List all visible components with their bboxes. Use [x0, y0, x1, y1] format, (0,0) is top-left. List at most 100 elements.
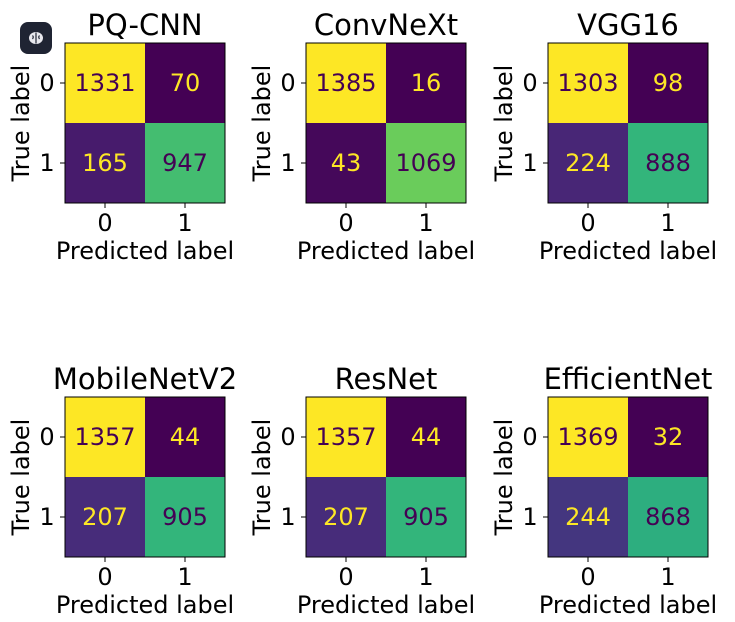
brain-icon[interactable] [20, 22, 52, 54]
cell-value-label: 1385 [315, 69, 376, 97]
cell-value-label: 43 [331, 149, 362, 177]
x-axis-label: Predicted label [56, 591, 234, 619]
matrix-cell [306, 123, 386, 203]
cell-value-label: 244 [565, 503, 611, 531]
confusion-matrix-panel: 1331 70 165 947 0 1 0 1 PQ-CNN Predicted label Tru… [7, 8, 234, 265]
x-axis-label: Predicted label [56, 237, 234, 265]
cell-value-label: 905 [403, 503, 449, 531]
matrix-cell [306, 477, 386, 557]
axes-frame [305, 396, 467, 558]
y-tick-label: 0 [522, 423, 537, 451]
x-tick-label: 0 [580, 563, 595, 591]
matrix-cell [145, 397, 225, 477]
y-tick-label: 0 [39, 423, 54, 451]
axes-frame [64, 396, 226, 558]
matrix-cell [386, 43, 466, 123]
confusion-matrix-panel: 1303 98 224 888 0 1 0 1 VGG16 Predicted label True… [490, 8, 717, 265]
cell-value-label: 1303 [557, 69, 618, 97]
y-tick-label: 1 [39, 149, 54, 177]
y-axis-label: True label [490, 419, 518, 537]
y-tick-label: 1 [522, 149, 537, 177]
cell-value-label: 1069 [395, 149, 456, 177]
cell-value-label: 868 [645, 503, 691, 531]
y-tick-label: 1 [280, 149, 295, 177]
x-tick-label: 1 [177, 563, 192, 591]
cell-value-label: 32 [653, 423, 684, 451]
cell-value-label: 98 [653, 69, 684, 97]
confusion-matrix-panel: 1369 32 244 868 0 1 0 1 EfficientNet Predicted la… [490, 362, 717, 619]
x-tick-label: 0 [338, 209, 353, 237]
x-tick-label: 0 [338, 563, 353, 591]
x-tick-label: 0 [97, 563, 112, 591]
matrix-cell [65, 123, 145, 203]
panel-title: PQ-CNN [87, 8, 202, 42]
x-tick-label: 1 [660, 563, 675, 591]
x-axis-label: Predicted label [297, 591, 475, 619]
y-tick-label: 0 [39, 69, 54, 97]
matrix-cell [145, 123, 225, 203]
matrix-cell [548, 397, 628, 477]
y-axis-label: True label [7, 65, 35, 183]
x-axis-label: Predicted label [297, 237, 475, 265]
panel-title: VGG16 [577, 8, 679, 42]
y-axis-label: True label [490, 65, 518, 183]
x-tick-label: 0 [580, 209, 595, 237]
axes-frame [547, 42, 709, 204]
cell-value-label: 224 [565, 149, 611, 177]
matrix-cell [628, 43, 708, 123]
x-tick-label: 1 [660, 209, 675, 237]
y-axis-label: True label [248, 419, 276, 537]
panel-title: MobileNetV2 [53, 362, 237, 396]
matrix-cell [548, 477, 628, 557]
x-axis-label: Predicted label [539, 237, 717, 265]
matrix-cell [386, 397, 466, 477]
cell-value-label: 207 [82, 503, 128, 531]
cell-value-label: 70 [170, 69, 201, 97]
y-tick-label: 1 [39, 503, 54, 531]
cell-value-label: 1369 [557, 423, 618, 451]
y-tick-label: 0 [280, 423, 295, 451]
cell-value-label: 16 [411, 69, 442, 97]
matrix-cell [548, 123, 628, 203]
y-axis-label: True label [248, 65, 276, 183]
matrix-cell [628, 123, 708, 203]
cell-value-label: 905 [162, 503, 208, 531]
axes-frame [64, 42, 226, 204]
matrix-cell [65, 477, 145, 557]
y-tick-label: 1 [522, 503, 537, 531]
panel-title: ResNet [335, 362, 438, 396]
x-axis-label: Predicted label [539, 591, 717, 619]
matrix-cell [386, 477, 466, 557]
y-tick-label: 1 [280, 503, 295, 531]
confusion-matrix-panel: 1357 44 207 905 0 1 0 1 ResNet Predicted label Tru… [248, 362, 475, 619]
axes-frame [305, 42, 467, 204]
matrix-cell [306, 43, 386, 123]
brain-icon-glyph [29, 32, 43, 44]
matrix-cell [306, 397, 386, 477]
matrix-cell [65, 43, 145, 123]
cell-value-label: 1357 [315, 423, 376, 451]
axes-frame [547, 396, 709, 558]
x-tick-label: 1 [177, 209, 192, 237]
y-axis-label: True label [7, 419, 35, 537]
matrix-cell [386, 123, 466, 203]
cell-value-label: 1331 [74, 69, 135, 97]
cell-value-label: 207 [323, 503, 369, 531]
matrix-cell [628, 477, 708, 557]
panel-title: EfficientNet [544, 362, 713, 396]
confusion-matrix-panel: 1385 16 43 1069 0 1 0 1 ConvNeXt Predicted label T… [248, 8, 475, 265]
matrix-cell [65, 397, 145, 477]
cell-value-label: 1357 [74, 423, 135, 451]
panel-title: ConvNeXt [314, 8, 458, 42]
cell-value-label: 947 [162, 149, 208, 177]
y-tick-label: 0 [522, 69, 537, 97]
matrix-cell [145, 477, 225, 557]
cell-value-label: 44 [411, 423, 442, 451]
cell-value-label: 44 [170, 423, 201, 451]
x-tick-label: 1 [418, 563, 433, 591]
cell-value-label: 888 [645, 149, 691, 177]
x-tick-label: 1 [418, 209, 433, 237]
cell-value-label: 165 [82, 149, 128, 177]
matrix-cell [145, 43, 225, 123]
